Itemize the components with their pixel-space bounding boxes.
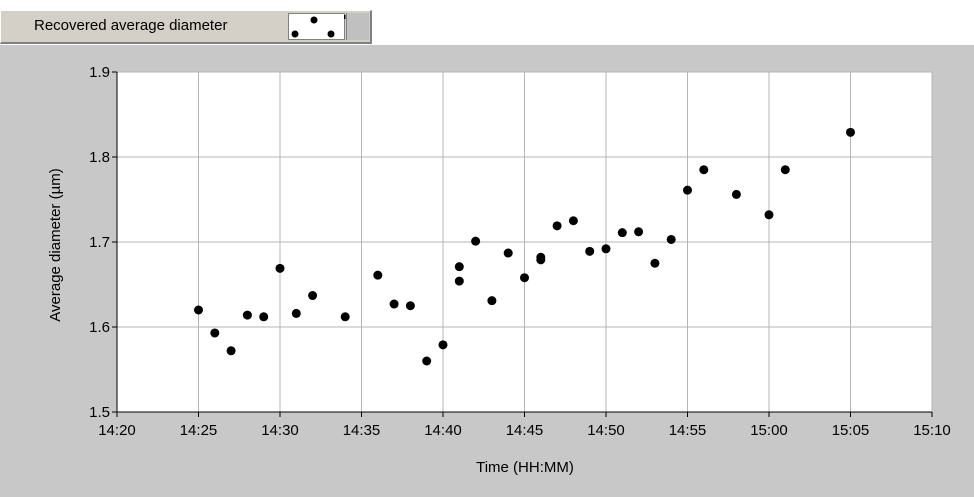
y-axis-title: Average diameter (µm) — [47, 168, 64, 321]
x-tick-label: 14:25 — [180, 422, 218, 439]
data-point — [389, 299, 399, 309]
data-point — [210, 328, 220, 338]
data-point — [422, 356, 432, 366]
legend-label: Recovered average diameter — [34, 17, 228, 34]
data-point — [242, 310, 252, 320]
data-point — [552, 221, 562, 231]
data-point — [226, 346, 236, 356]
data-point — [650, 258, 660, 268]
x-tick-label: 14:55 — [669, 422, 707, 439]
x-tick-label: 14:20 — [98, 422, 136, 439]
x-tick-label: 15:10 — [913, 422, 951, 439]
data-point — [520, 273, 529, 283]
data-point — [601, 244, 611, 254]
legend-marker — [310, 16, 318, 24]
data-point — [699, 165, 709, 175]
data-point — [373, 270, 383, 280]
data-point — [731, 189, 741, 199]
y-tick-label: 1.9 — [89, 64, 110, 81]
data-point — [780, 165, 790, 175]
x-tick-label: 14:30 — [261, 422, 299, 439]
data-point — [846, 127, 855, 137]
x-tick-label: 14:35 — [343, 422, 381, 439]
data-point — [536, 252, 546, 262]
data-point — [503, 248, 513, 258]
y-tick-label: 1.8 — [89, 149, 110, 166]
data-point — [568, 216, 578, 226]
legend-scroll-stub — [346, 13, 369, 40]
y-tick-label: 1.6 — [89, 319, 110, 336]
x-tick-label: 14:50 — [587, 422, 625, 439]
data-point — [308, 291, 318, 301]
x-axis-title: Time (HH:MM) — [476, 459, 574, 476]
x-tick-label: 14:40 — [424, 422, 462, 439]
y-tick-label: 1.5 — [89, 404, 110, 421]
x-tick-label: 14:45 — [506, 422, 544, 439]
legend-marker — [327, 30, 335, 38]
x-tick-label: 15:00 — [750, 422, 788, 439]
data-point — [194, 305, 203, 315]
legend-marker — [344, 15, 346, 19]
data-point — [438, 340, 448, 350]
data-point — [291, 308, 301, 318]
data-point — [275, 263, 285, 273]
data-point — [259, 312, 269, 322]
data-point — [585, 246, 595, 256]
scatter-chart: 14:20 14:25 14:30 14:35 14:40 14:45 14:50 14:55… — [47, 64, 951, 476]
graph-panel: 14:20 14:25 14:30 14:35 14:40 14:45 14:50 14:55… — [0, 45, 974, 497]
data-point — [454, 262, 464, 272]
data-point — [454, 276, 464, 286]
data-point — [340, 312, 350, 322]
plot-legend: Recovered average diameter — [0, 10, 372, 44]
data-point — [617, 228, 627, 238]
data-point — [634, 227, 644, 237]
x-tick-label: 15:05 — [832, 422, 870, 439]
data-point — [471, 236, 481, 246]
data-point — [666, 234, 676, 244]
data-point — [683, 185, 692, 195]
data-point — [764, 210, 774, 220]
y-tick-label: 1.7 — [89, 234, 110, 251]
data-point — [487, 296, 497, 306]
data-point — [405, 301, 415, 311]
dot-marker-icon — [288, 13, 346, 40]
legend-marker — [291, 30, 299, 38]
